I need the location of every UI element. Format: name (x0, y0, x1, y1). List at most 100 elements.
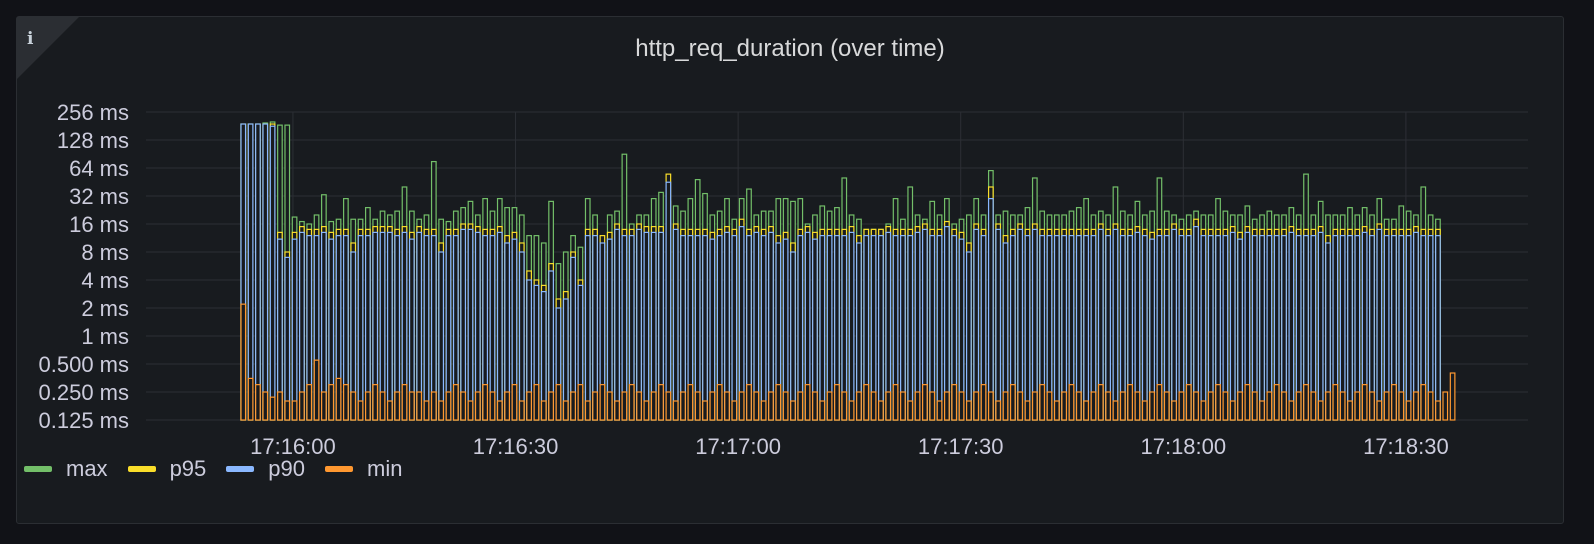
bar-p90 (518, 251, 525, 421)
panel-corner (17, 17, 79, 79)
y-tick-label: 8 ms (81, 240, 129, 265)
bar-p90 (643, 231, 650, 421)
bar-min (482, 384, 489, 421)
bar-min (797, 391, 804, 421)
bar-p90 (1083, 235, 1090, 421)
bar-min (731, 400, 738, 421)
bar-min (306, 384, 313, 421)
bar-min (650, 391, 657, 421)
bar-min (277, 391, 283, 421)
bar-min (958, 391, 965, 421)
bar-min (672, 400, 679, 421)
y-tick-label: 0.500 ms (39, 352, 130, 377)
bar-min (980, 384, 987, 421)
bar-min (599, 384, 606, 421)
bar-min (790, 400, 796, 421)
bar-p90 (944, 226, 950, 421)
bar-min (885, 391, 892, 421)
x-tick-label: 17:18:00 (1140, 434, 1226, 459)
bar-min (724, 391, 730, 421)
legend-item-p95[interactable]: p95 (127, 456, 206, 482)
legend-label-min: min (367, 456, 403, 481)
bar-min (1435, 400, 1441, 421)
bar-min (995, 400, 1002, 421)
bar-min (584, 400, 591, 421)
bar-min (1207, 391, 1214, 421)
bar-p90 (291, 238, 298, 421)
bar-min (401, 384, 408, 421)
bar-min (702, 400, 708, 421)
bar-min (1185, 384, 1192, 421)
bar-min (1449, 372, 1456, 421)
bar-p90 (702, 235, 708, 421)
bar-min (1317, 400, 1324, 421)
bar-min (636, 391, 642, 421)
bar-min (284, 400, 291, 421)
bar-min (614, 400, 620, 421)
bar-min (496, 400, 503, 421)
legend-swatch-p90 (226, 466, 255, 472)
y-tick-label: 0.250 ms (39, 380, 130, 405)
bar-p90 (1193, 226, 1199, 421)
bar-min (1442, 391, 1449, 421)
bar-min (1391, 384, 1397, 421)
bar-min (1288, 400, 1295, 421)
legend-label-p90: p90 (268, 456, 305, 481)
bar-min (922, 384, 928, 421)
bar-min (1266, 391, 1273, 421)
bar-p90 (247, 123, 254, 421)
bar-min (1369, 391, 1375, 421)
bar-min (738, 391, 745, 421)
legend-item-p90[interactable]: p90 (226, 456, 305, 482)
bar-min (386, 400, 393, 421)
bar-p90 (1405, 235, 1412, 421)
bar-min (408, 391, 415, 421)
y-tick-label: 16 ms (69, 212, 129, 237)
bar-min (753, 391, 760, 421)
bar-min (658, 384, 664, 421)
bar-min (804, 384, 811, 421)
bar-min (951, 384, 958, 421)
bar-p90 (1317, 231, 1324, 421)
bar-min (526, 391, 532, 421)
bar-min (1083, 400, 1090, 421)
bar-min (343, 384, 349, 421)
legend-item-min[interactable]: min (325, 456, 402, 482)
bar-p90 (1112, 228, 1119, 421)
bar-min (1119, 391, 1126, 421)
bar-p90 (1171, 228, 1177, 421)
bar-min (262, 391, 269, 421)
legend-item-max[interactable]: max (24, 456, 108, 482)
info-icon[interactable]: i (27, 29, 34, 49)
bar-min (694, 391, 701, 421)
bar-min (269, 396, 276, 421)
bar-p90 (614, 228, 620, 421)
bar-p90 (438, 251, 445, 421)
bar-min (1222, 391, 1229, 421)
bar-min (1354, 391, 1361, 421)
bar-p90 (760, 235, 767, 421)
bar-min (1068, 384, 1075, 421)
bar-min (1002, 391, 1009, 421)
bar-min (357, 400, 364, 421)
bar-min (1229, 400, 1236, 421)
bar-min (1325, 391, 1331, 421)
bar-min (965, 400, 972, 421)
bar-min (577, 384, 584, 421)
bar-min (1413, 391, 1419, 421)
bar-min (643, 400, 650, 421)
bar-min (474, 391, 481, 421)
bar-min (467, 400, 474, 421)
bar-min (430, 391, 437, 421)
bar-p90 (584, 235, 591, 421)
bar-p90 (738, 226, 745, 421)
bar-min (606, 391, 613, 421)
bar-min (1149, 391, 1155, 421)
bar-min (1053, 400, 1060, 421)
bar-min (255, 384, 261, 421)
bar-min (372, 384, 379, 421)
bar-p90 (467, 228, 474, 421)
legend-label-max: max (66, 456, 108, 481)
bar-min (1090, 391, 1097, 421)
bar-p90 (1141, 235, 1148, 421)
